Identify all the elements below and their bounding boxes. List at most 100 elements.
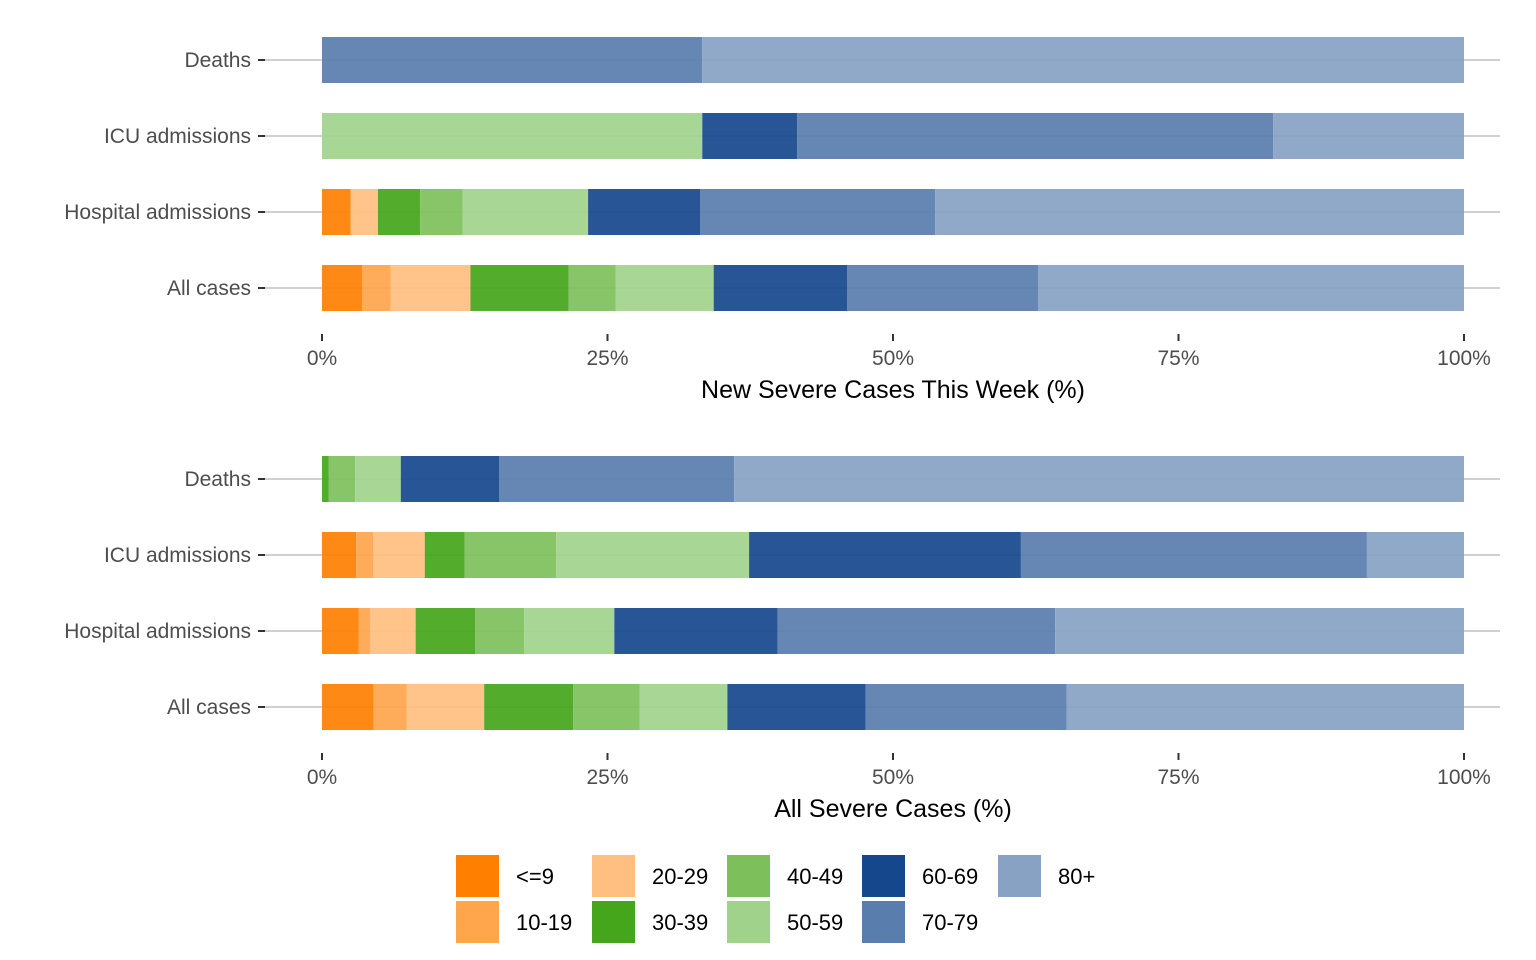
bar-segment-all-cases-80plus <box>1066 684 1464 730</box>
bar-segment-icu-admissions-20-29 <box>373 532 425 578</box>
bar-segment-deaths-30-39 <box>322 456 329 502</box>
legend: <=9 10-19 20-29 30-39 40-49 50-59 60-69 70-79 80… <box>456 855 1095 943</box>
legend-item-60-69: 60-69 <box>862 855 978 897</box>
panel-new-severe-cases: Deaths ICU admissions Hospital admissions A… <box>64 37 1500 404</box>
legend-swatch <box>998 855 1041 897</box>
bar-segment-deaths-50-59 <box>355 456 401 502</box>
bar-segment-all-cases-80plus <box>1038 265 1464 311</box>
bar-segment-hospital-admissions-60-69 <box>588 189 701 235</box>
legend-swatch <box>727 901 770 943</box>
x-tick-label: 75% <box>1157 347 1199 370</box>
legend-item-50-59: 50-59 <box>727 901 843 943</box>
legend-item-10-19: 10-19 <box>456 901 572 943</box>
x-tick-label: 50% <box>872 347 914 370</box>
panel-all-severe-cases: Deaths ICU admissions Hospital admissions A… <box>64 456 1500 823</box>
bar-segment-deaths-70-79 <box>322 37 703 83</box>
bar-segment-all-cases-10-19 <box>361 265 391 311</box>
bar-segment-hospital-admissions-70-79 <box>700 189 936 235</box>
legend-label: 20-29 <box>652 864 708 889</box>
legend-item-le9: <=9 <box>456 855 554 897</box>
bar-segment-hospital-admissions-30-39 <box>377 189 421 235</box>
legend-label: 30-39 <box>652 910 708 935</box>
legend-label: 60-69 <box>922 864 978 889</box>
bar-segment-icu-admissions-50-59 <box>556 532 750 578</box>
y-tick-label-deaths: Deaths <box>184 468 251 491</box>
bar-segment-icu-admissions-10-19 <box>356 532 374 578</box>
bar-segment-all-cases-30-39 <box>484 684 574 730</box>
bar-segment-hospital-admissions-50-59 <box>462 189 589 235</box>
y-tick-label-icu-admissions: ICU admissions <box>104 544 251 567</box>
legend-item-40-49: 40-49 <box>727 855 843 897</box>
bar-segment-all-cases-50-59 <box>639 684 728 730</box>
x-tick-label: 25% <box>586 766 628 789</box>
bar-segment-icu-admissions-30-39 <box>424 532 465 578</box>
legend-item-80plus: 80+ <box>998 855 1095 897</box>
bar-segment-hospital-admissions-10-19 <box>358 608 370 654</box>
bar-segment-hospital-admissions-20-29 <box>369 608 416 654</box>
x-tick-label: 100% <box>1437 347 1491 370</box>
bar-segment-all-cases-70-79 <box>865 684 1067 730</box>
bar-segment-all-cases-20-29 <box>390 265 471 311</box>
bar-segment-deaths-40-49 <box>328 456 356 502</box>
bar-segment-hospital-admissions-le9 <box>322 189 351 235</box>
bar-segment-all-cases-60-69 <box>727 684 866 730</box>
bar-segment-hospital-admissions-le9 <box>322 608 359 654</box>
bar-segment-deaths-80plus <box>734 456 1464 502</box>
bar-segment-icu-admissions-80plus <box>1366 532 1464 578</box>
legend-swatch <box>592 901 635 943</box>
bar-segment-hospital-admissions-60-69 <box>614 608 778 654</box>
legend-item-70-79: 70-79 <box>862 901 978 943</box>
legend-label: <=9 <box>516 864 554 889</box>
bar-segment-all-cases-40-49 <box>568 265 616 311</box>
bar-segment-all-cases-20-29 <box>406 684 485 730</box>
bar-segment-hospital-admissions-70-79 <box>777 608 1056 654</box>
bar-segment-all-cases-10-19 <box>373 684 407 730</box>
bar-segment-all-cases-le9 <box>322 265 362 311</box>
bar-segment-deaths-60-69 <box>400 456 500 502</box>
bar-segment-all-cases-30-39 <box>470 265 569 311</box>
legend-label: 70-79 <box>922 910 978 935</box>
x-axis-title: New Severe Cases This Week (%) <box>701 376 1085 404</box>
legend-label: 80+ <box>1058 864 1095 889</box>
bar-segment-icu-admissions-70-79 <box>1020 532 1367 578</box>
bar-segment-deaths-80plus <box>702 37 1464 83</box>
x-tick-label: 100% <box>1437 766 1491 789</box>
legend-label: 40-49 <box>787 864 843 889</box>
bar-segment-hospital-admissions-50-59 <box>524 608 615 654</box>
legend-swatch <box>862 901 905 943</box>
bar-segment-deaths-70-79 <box>499 456 735 502</box>
y-tick-label-hospital-admissions: Hospital admissions <box>64 620 251 643</box>
x-tick-label: 0% <box>307 766 337 789</box>
bar-segment-hospital-admissions-40-49 <box>475 608 525 654</box>
x-tick-label: 0% <box>307 347 337 370</box>
bar-segment-all-cases-le9 <box>322 684 374 730</box>
legend-swatch <box>862 855 905 897</box>
bar-segment-hospital-admissions-30-39 <box>415 608 476 654</box>
bar-segment-all-cases-70-79 <box>847 265 1039 311</box>
legend-item-30-39: 30-39 <box>592 901 708 943</box>
bar-segment-icu-admissions-le9 <box>322 532 357 578</box>
legend-swatch <box>456 855 499 897</box>
y-tick-label-all-cases: All cases <box>167 696 251 719</box>
bar-segment-icu-admissions-70-79 <box>797 113 1274 159</box>
legend-label: 10-19 <box>516 910 572 935</box>
legend-item-20-29: 20-29 <box>592 855 708 897</box>
x-tick-label: 50% <box>872 766 914 789</box>
legend-swatch <box>727 855 770 897</box>
bar-segment-icu-admissions-40-49 <box>464 532 557 578</box>
bar-segment-all-cases-50-59 <box>615 265 714 311</box>
legend-swatch <box>456 901 499 943</box>
bar-segment-hospital-admissions-20-29 <box>350 189 378 235</box>
bar-segment-icu-admissions-60-69 <box>749 532 1021 578</box>
y-tick-label-icu-admissions: ICU admissions <box>104 125 251 148</box>
bar-segment-icu-admissions-60-69 <box>702 113 798 159</box>
legend-label: 50-59 <box>787 910 843 935</box>
bar-segment-icu-admissions-50-59 <box>322 113 703 159</box>
y-tick-label-deaths: Deaths <box>184 49 251 72</box>
y-tick-label-hospital-admissions: Hospital admissions <box>64 201 251 224</box>
bar-segment-hospital-admissions-40-49 <box>420 189 463 235</box>
x-axis-title: All Severe Cases (%) <box>774 795 1012 823</box>
x-tick-label: 75% <box>1157 766 1199 789</box>
y-tick-label-all-cases: All cases <box>167 277 251 300</box>
